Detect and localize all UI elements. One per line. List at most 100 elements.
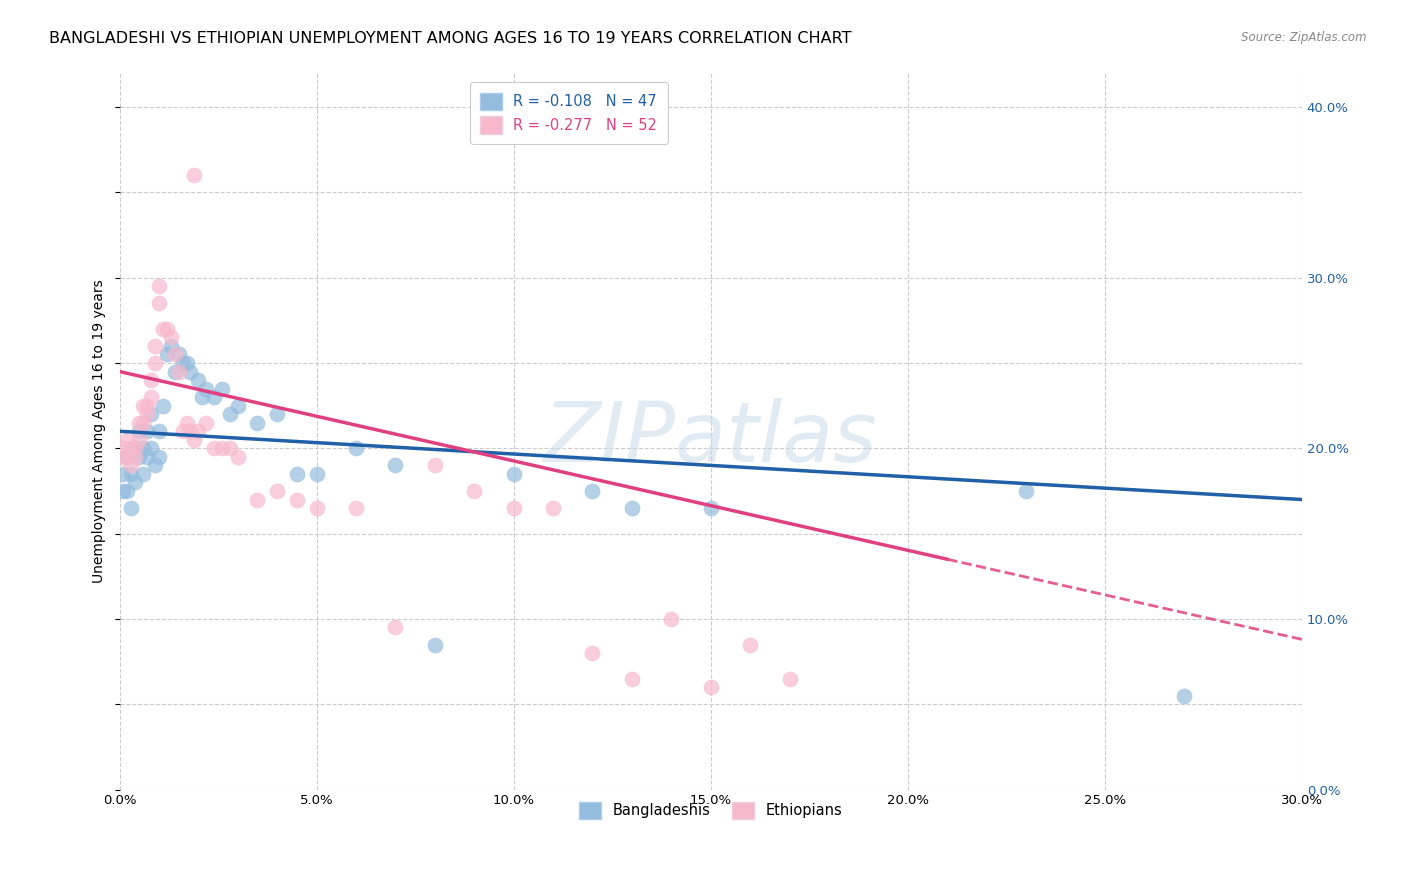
- Point: [581, 483, 603, 498]
- Point: [285, 492, 308, 507]
- Point: [117, 450, 139, 464]
- Point: [148, 450, 170, 464]
- Point: [502, 467, 524, 481]
- Point: [179, 424, 201, 438]
- Point: [167, 347, 190, 361]
- Point: [423, 458, 446, 473]
- Point: [128, 424, 150, 438]
- Point: [700, 501, 723, 516]
- Point: [172, 424, 194, 438]
- Point: [266, 407, 288, 421]
- Point: [187, 424, 209, 438]
- Point: [139, 442, 162, 456]
- Point: [124, 450, 146, 464]
- Point: [136, 399, 159, 413]
- Point: [117, 433, 139, 447]
- Point: [191, 390, 214, 404]
- Text: BANGLADESHI VS ETHIOPIAN UNEMPLOYMENT AMONG AGES 16 TO 19 YEARS CORRELATION CHAR: BANGLADESHI VS ETHIOPIAN UNEMPLOYMENT AM…: [49, 31, 852, 46]
- Point: [128, 450, 150, 464]
- Point: [740, 638, 762, 652]
- Point: [136, 424, 159, 438]
- Point: [148, 279, 170, 293]
- Point: [152, 399, 174, 413]
- Legend: Bangladeshis, Ethiopians: Bangladeshis, Ethiopians: [574, 796, 848, 825]
- Point: [159, 330, 181, 344]
- Point: [143, 339, 166, 353]
- Point: [132, 399, 155, 413]
- Point: [120, 501, 142, 516]
- Point: [1015, 483, 1038, 498]
- Point: [285, 467, 308, 481]
- Point: [219, 442, 242, 456]
- Point: [541, 501, 564, 516]
- Text: ZIPatlas: ZIPatlas: [544, 398, 877, 479]
- Point: [124, 475, 146, 490]
- Point: [502, 501, 524, 516]
- Point: [183, 433, 205, 447]
- Point: [246, 416, 269, 430]
- Point: [176, 356, 198, 370]
- Point: [136, 407, 159, 421]
- Point: [202, 390, 225, 404]
- Point: [156, 347, 179, 361]
- Point: [246, 492, 269, 507]
- Point: [581, 646, 603, 660]
- Point: [463, 483, 485, 498]
- Point: [159, 339, 181, 353]
- Point: [620, 672, 643, 686]
- Point: [148, 424, 170, 438]
- Point: [384, 458, 406, 473]
- Point: [620, 501, 643, 516]
- Point: [124, 442, 146, 456]
- Point: [163, 347, 186, 361]
- Point: [305, 467, 328, 481]
- Point: [700, 680, 723, 694]
- Point: [120, 458, 142, 473]
- Point: [139, 373, 162, 387]
- Point: [132, 467, 155, 481]
- Point: [117, 450, 139, 464]
- Point: [167, 365, 190, 379]
- Point: [659, 612, 682, 626]
- Point: [128, 433, 150, 447]
- Point: [156, 322, 179, 336]
- Point: [202, 442, 225, 456]
- Text: Source: ZipAtlas.com: Source: ZipAtlas.com: [1241, 31, 1367, 45]
- Point: [112, 483, 135, 498]
- Point: [183, 169, 205, 183]
- Point: [266, 483, 288, 498]
- Point: [172, 356, 194, 370]
- Point: [112, 450, 135, 464]
- Point: [179, 365, 201, 379]
- Point: [128, 416, 150, 430]
- Point: [1173, 689, 1195, 703]
- Point: [148, 296, 170, 310]
- Point: [219, 407, 242, 421]
- Point: [305, 501, 328, 516]
- Point: [423, 638, 446, 652]
- Point: [187, 373, 209, 387]
- Point: [384, 620, 406, 634]
- Point: [139, 407, 162, 421]
- Y-axis label: Unemployment Among Ages 16 to 19 years: Unemployment Among Ages 16 to 19 years: [93, 279, 107, 583]
- Point: [176, 416, 198, 430]
- Point: [139, 390, 162, 404]
- Point: [112, 467, 135, 481]
- Point: [152, 322, 174, 336]
- Point: [124, 442, 146, 456]
- Point: [211, 442, 233, 456]
- Point: [117, 483, 139, 498]
- Point: [132, 442, 155, 456]
- Point: [136, 450, 159, 464]
- Point: [344, 501, 367, 516]
- Point: [120, 467, 142, 481]
- Point: [226, 450, 249, 464]
- Point: [163, 365, 186, 379]
- Point: [226, 399, 249, 413]
- Point: [143, 458, 166, 473]
- Point: [344, 442, 367, 456]
- Point: [195, 382, 218, 396]
- Point: [132, 416, 155, 430]
- Point: [143, 356, 166, 370]
- Point: [112, 442, 135, 456]
